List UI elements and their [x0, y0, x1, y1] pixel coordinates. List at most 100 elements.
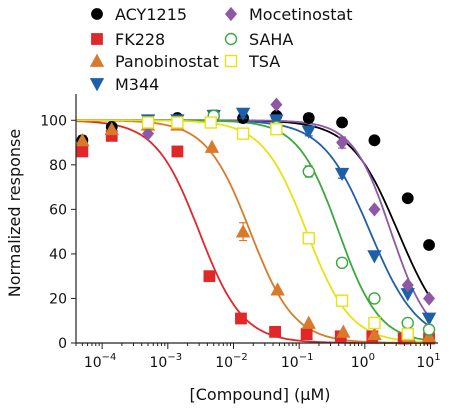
series-mocetinostat	[142, 97, 436, 306]
data-point-panobinostat	[367, 326, 382, 340]
series-acy1215	[76, 109, 435, 251]
legend-marker	[89, 78, 105, 92]
series-tsa	[141, 116, 414, 341]
data-point-panobinostat	[270, 282, 285, 296]
data-point-acy1215	[336, 116, 348, 129]
data-point-panobinostat	[235, 224, 251, 238]
legend-item-saha: SAHA	[224, 30, 293, 49]
legend-marker	[89, 53, 105, 67]
legend-item-fk228: FK228	[91, 30, 165, 49]
data-point-saha	[422, 323, 436, 336]
legend-marker	[224, 6, 238, 22]
x-tick-exponent: 0	[369, 352, 375, 363]
data-point-m344	[334, 167, 350, 182]
data-point-fk228	[300, 328, 313, 340]
legend-marker	[224, 32, 238, 46]
data-point-acy1215	[368, 134, 381, 147]
y-tick-label: 20	[49, 291, 67, 307]
y-tick-label: 80	[49, 158, 67, 174]
fit-curve-mocetinostat	[76, 119, 430, 318]
x-tick-label: 10−1	[281, 352, 314, 371]
legend-marker	[224, 54, 238, 68]
data-point-mocetinostat	[423, 291, 436, 306]
x-tick-exponent: −4	[102, 352, 117, 363]
data-point-mocetinostat	[270, 97, 283, 112]
fit-curve-panobinostat	[76, 119, 430, 344]
data-point-saha	[401, 316, 414, 330]
data-point-m344	[235, 107, 251, 121]
x-tick-base: 10	[281, 355, 299, 371]
x-tick-label: 10−3	[150, 352, 183, 371]
fit-curve-saha	[76, 119, 430, 342]
x-tick-base: 10	[215, 355, 233, 371]
legend-item-mocetinostat: Mocetinostat	[224, 5, 353, 24]
x-tick-exponent: −3	[167, 352, 182, 363]
x-tick-base: 10	[416, 355, 434, 371]
data-point-fk228	[203, 270, 216, 283]
x-tick-base: 10	[84, 355, 102, 371]
x-tick-exponent: −2	[233, 352, 248, 363]
x-tick-label: 10−4	[84, 352, 117, 371]
x-tick-exponent: 1	[434, 352, 440, 363]
series-panobinostat	[75, 117, 437, 343]
legend: ACY1215 FK228 Panobinostat M344 Mocetinostat…	[89, 5, 353, 94]
data-point-tsa	[204, 116, 217, 129]
fit-curve-fk228	[75, 120, 430, 344]
x-ticks: 10−4 10−3 10−2 10−1 100 101	[75, 343, 441, 371]
data-point-mocetinostat	[368, 202, 381, 217]
x-tick-base: 10	[351, 355, 369, 371]
fit-curve-tsa	[76, 119, 430, 344]
legend-marker	[91, 33, 103, 45]
legend-marker	[91, 8, 103, 20]
data-point-fk228	[171, 145, 184, 158]
x-tick-base: 10	[150, 355, 168, 371]
data-point-tsa	[302, 232, 315, 245]
data-point-panobinostat	[336, 324, 351, 338]
y-tick-label: 40	[49, 247, 67, 263]
fit-curves	[75, 119, 430, 344]
data-point-panobinostat	[204, 139, 220, 153]
data-point-acy1215	[302, 112, 315, 124]
y-tick-label: 0	[58, 336, 67, 352]
x-axis-title: [Compound] (μM)	[190, 385, 331, 404]
data-point-m344	[301, 125, 316, 139]
data-points	[75, 97, 437, 345]
data-point-tsa	[141, 116, 155, 129]
data-point-panobinostat	[301, 315, 316, 329]
x-tick-label: 10−2	[215, 352, 248, 371]
legend-label: Panobinostat	[115, 52, 219, 71]
y-axis-title: Normalized response	[5, 129, 24, 298]
legend-label: SAHA	[249, 30, 293, 49]
x-tick-label: 100	[351, 352, 375, 371]
legend-label: ACY1215	[115, 5, 187, 24]
series-saha	[141, 109, 436, 336]
data-point-m344	[421, 312, 437, 326]
data-point-tsa	[368, 316, 381, 330]
data-point-tsa	[401, 327, 414, 341]
data-point-tsa	[270, 122, 283, 136]
data-point-fk228	[76, 145, 89, 158]
data-point-mocetinostat	[401, 277, 414, 293]
data-point-panobinostat	[75, 132, 90, 147]
data-point-panobinostat	[104, 121, 119, 136]
data-point-saha	[302, 165, 315, 178]
y-ticks: 0 20 40 60 80 100	[40, 113, 76, 352]
legend-label: TSA	[248, 52, 280, 71]
legend-label: FK228	[115, 30, 165, 49]
x-tick-exponent: −1	[299, 352, 314, 363]
series-fk228	[76, 129, 435, 345]
data-point-tsa	[335, 294, 349, 307]
data-point-mocetinostat	[142, 126, 155, 141]
legend-item-m344: M344	[89, 75, 159, 94]
legend-item-acy1215: ACY1215	[91, 5, 187, 24]
data-point-fk228	[235, 312, 247, 325]
y-tick-label: 60	[49, 202, 67, 218]
data-point-m344	[367, 250, 382, 264]
data-point-mocetinostat	[336, 135, 349, 150]
y-tick-label: 100	[40, 113, 67, 129]
x-tick-label: 101	[416, 352, 440, 371]
data-point-tsa	[236, 127, 250, 140]
legend-label: M344	[115, 75, 159, 94]
